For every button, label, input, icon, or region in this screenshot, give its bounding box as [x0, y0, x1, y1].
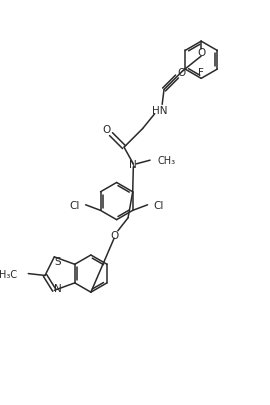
Text: O: O	[178, 68, 186, 78]
Text: O: O	[102, 125, 110, 135]
Text: Cl: Cl	[70, 200, 80, 210]
Text: F: F	[198, 68, 204, 78]
Text: HN: HN	[152, 106, 167, 116]
Text: H₃C: H₃C	[0, 269, 17, 279]
Text: CH₃: CH₃	[157, 156, 176, 166]
Text: S: S	[55, 256, 61, 266]
Text: O: O	[110, 230, 118, 240]
Text: N: N	[129, 160, 137, 169]
Text: Cl: Cl	[153, 200, 164, 210]
Text: O: O	[197, 48, 205, 58]
Text: N: N	[54, 284, 62, 294]
